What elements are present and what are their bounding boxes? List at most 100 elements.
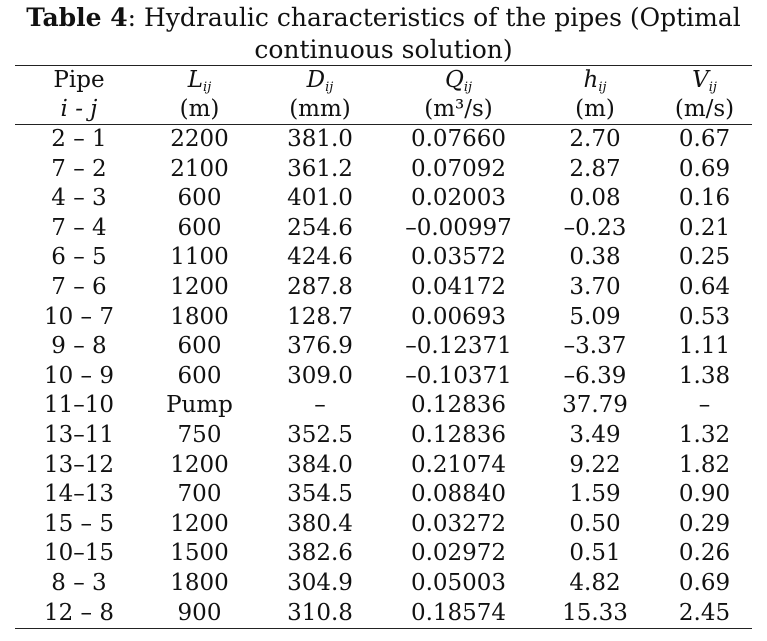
- table-cell: 287.8: [287, 273, 353, 300]
- header-symbol: h: [583, 67, 599, 93]
- table-cell: –0.10371: [405, 362, 512, 389]
- table-cell: 0.29: [678, 510, 731, 537]
- table-cell: 37.79: [562, 392, 628, 419]
- table-cell: 7 – 4: [51, 214, 107, 241]
- header-symbol: L: [187, 67, 204, 93]
- table-cell: 0.00693: [410, 303, 507, 330]
- table-cell: 1.11: [678, 333, 731, 360]
- table-cell: 0.16: [678, 185, 731, 212]
- table-cell: 382.6: [287, 540, 353, 567]
- table-cell: 13–12: [43, 451, 115, 478]
- table-cell: 14–13: [43, 481, 115, 508]
- table-cell: 0.90: [678, 481, 731, 508]
- header-symbol-cell: Vij: [657, 65, 752, 95]
- header-unit: (m³/s): [384, 95, 533, 125]
- table-cell: –0.23: [563, 214, 627, 241]
- table-cell: 15 – 5: [43, 510, 115, 537]
- table-cell: 2.70: [569, 126, 621, 152]
- table-cell: 2.45: [657, 598, 752, 630]
- table-cell: 1800: [170, 569, 229, 596]
- table-cell: 10–15: [43, 540, 115, 567]
- header-subscript: ij: [708, 80, 717, 95]
- table-cell: 0.07092: [410, 155, 507, 182]
- table-cell: Pump: [166, 392, 233, 419]
- table-cell: 0.51: [569, 540, 621, 567]
- table-cell: 0.03572: [410, 244, 507, 271]
- table-cell: 1500: [170, 540, 229, 567]
- table-cell: 381.0: [287, 126, 353, 152]
- table-cell: 0.07660: [410, 126, 507, 152]
- table-cell: 0.38: [569, 244, 621, 271]
- table-cell: 354.5: [287, 481, 353, 508]
- table-cell: 0.04172: [410, 273, 507, 300]
- table-cell: –: [314, 392, 326, 419]
- table-cell: 7 – 2: [51, 155, 107, 182]
- caption-text-line2: continuous solution): [254, 35, 513, 64]
- table-cell: 1200: [170, 451, 229, 478]
- table-cell: 0.21074: [410, 451, 507, 478]
- table-row: 10 – 9 600 309.0 –0.10371 –6.39 1.38: [15, 362, 752, 392]
- table-row: 7 – 4 600 254.6 –0.00997 –0.23 0.21: [15, 214, 752, 244]
- header-symbol-cell: Lij: [143, 65, 256, 95]
- table-cell: 128.7: [287, 303, 353, 330]
- table-cell: 0.25: [678, 244, 731, 271]
- table-cell: 0.69: [678, 155, 731, 182]
- table-body: 2 – 1 2200 381.0 0.07660 2.70 0.67 7 – 2 2100 36…: [15, 125, 752, 630]
- header-subscript: ij: [598, 80, 607, 95]
- table-cell: 254.6: [287, 214, 353, 241]
- header-unit: (m/s): [657, 95, 752, 125]
- table-cell: 0.53: [678, 303, 731, 330]
- table-cell: 380.4: [287, 510, 353, 537]
- table-row: 12 – 8 900 310.8 0.18574 15.33 2.45: [15, 598, 752, 630]
- header-symbol-cell: Pipe: [15, 65, 143, 95]
- table-cell: 8 – 3: [51, 569, 107, 596]
- header-symbol: D: [306, 67, 326, 93]
- table-cell: –: [698, 392, 711, 419]
- table-cell: 12 – 8: [15, 598, 143, 630]
- table-cell: 304.9: [287, 569, 353, 596]
- header-symbol: V: [692, 67, 709, 93]
- table-row: 10–15 1500 382.6 0.02972 0.51 0.26: [15, 539, 752, 569]
- table-cell: 0.64: [678, 273, 731, 300]
- table-cell: 1200: [170, 273, 229, 300]
- table-row: 4 – 3 600 401.0 0.02003 0.08 0.16: [15, 184, 752, 214]
- table-cell: 0.69: [678, 569, 731, 596]
- table-cell: –3.37: [563, 333, 627, 360]
- table-cell: 0.67: [678, 126, 731, 152]
- table-caption: Table 4: Hydraulic characteristics of th…: [0, 2, 767, 66]
- table-cell: 0.03272: [410, 510, 507, 537]
- header-symbol: Q: [444, 67, 464, 93]
- table-row: 14–13 700 354.5 0.08840 1.59 0.90: [15, 480, 752, 510]
- table-cell: 310.8: [256, 598, 384, 630]
- table-cell: 384.0: [287, 451, 353, 478]
- table-cell: 1100: [170, 244, 229, 271]
- header-unit: i - j: [15, 95, 143, 125]
- table-cell: 6 – 5: [51, 244, 107, 271]
- table-cell: 0.08: [569, 185, 621, 212]
- header-subscript: ij: [463, 80, 473, 95]
- table-cell: 700: [177, 481, 222, 508]
- table-cell: –6.39: [563, 362, 627, 389]
- caption-text: : Hydraulic characteristics of the pipes…: [127, 3, 741, 32]
- table-cell: 15.33: [533, 598, 657, 630]
- table-cell: 9.22: [569, 451, 621, 478]
- table-cell: 600: [177, 333, 222, 360]
- pipes-table: Pipe Lij Dij Qij hij Vij i - j (m) (mm) (m³/s) (m…: [15, 65, 752, 630]
- table-cell: 900: [143, 598, 256, 630]
- table-cell: 750: [177, 421, 222, 448]
- table-row: 7 – 2 2100 361.2 0.07092 2.87 0.69: [15, 155, 752, 185]
- table-cell: 1.59: [569, 481, 621, 508]
- table-row: 10 – 7 1800 128.7 0.00693 5.09 0.53: [15, 303, 752, 333]
- table-cell: 1.32: [678, 421, 731, 448]
- table-cell: 2100: [170, 155, 229, 182]
- table-cell: 0.26: [678, 540, 731, 567]
- header-symbol-cell: Qij: [384, 65, 533, 95]
- table-cell: 0.12836: [410, 421, 507, 448]
- table-cell: 401.0: [287, 185, 353, 212]
- table-row: 2 – 1 2200 381.0 0.07660 2.70 0.67: [15, 125, 752, 155]
- table-cell: 600: [177, 185, 222, 212]
- table-cell: 0.12836: [410, 392, 507, 419]
- table-cell: 3.70: [569, 273, 621, 300]
- table-cell: 1200: [170, 510, 229, 537]
